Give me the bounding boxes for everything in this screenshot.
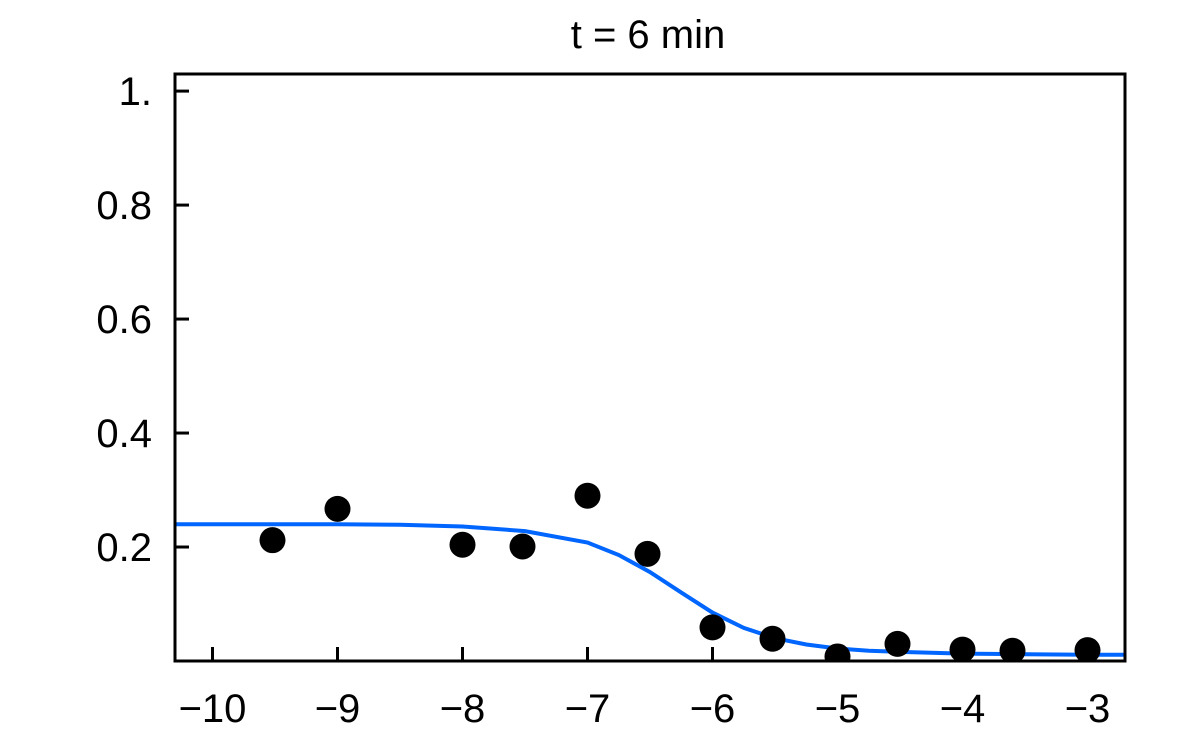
data-point (699, 614, 726, 641)
y-tick-label: 1. (119, 70, 152, 114)
fit-curve (175, 522, 1125, 657)
x-tick-label: −3 (1065, 687, 1111, 731)
chart-title: t = 6 min (571, 13, 726, 57)
data-point (509, 533, 536, 560)
data-point (574, 482, 601, 509)
data-point (999, 637, 1026, 661)
x-tick-label: −5 (815, 687, 861, 731)
y-tick-label: 0.6 (96, 298, 152, 342)
data-point (324, 495, 351, 522)
y-tick-label: 0.4 (96, 412, 152, 456)
data-point (259, 527, 286, 554)
data-point (634, 540, 661, 567)
data-point (449, 531, 476, 558)
x-tick-label: −9 (315, 687, 361, 731)
data-point (949, 636, 976, 661)
x-tick-label: −8 (440, 687, 486, 731)
x-tick-label: −7 (565, 687, 611, 731)
x-tick-label: −4 (940, 687, 986, 731)
y-axis: 0.2 0.4 0.6 0.8 1. (96, 70, 189, 570)
x-axis: −10 −9 −8 −7 −6 −5 −4 −3 (179, 647, 1111, 731)
data-point (759, 625, 786, 652)
data-point (1074, 637, 1101, 661)
x-tick-label: −10 (179, 687, 247, 731)
y-tick-label: 0.2 (96, 526, 152, 570)
data-point (884, 630, 911, 657)
data-point (824, 643, 851, 661)
data-points (259, 482, 1101, 661)
plot-frame (173, 72, 1127, 663)
x-tick-label: −6 (690, 687, 736, 731)
y-tick-label: 0.8 (96, 184, 152, 228)
